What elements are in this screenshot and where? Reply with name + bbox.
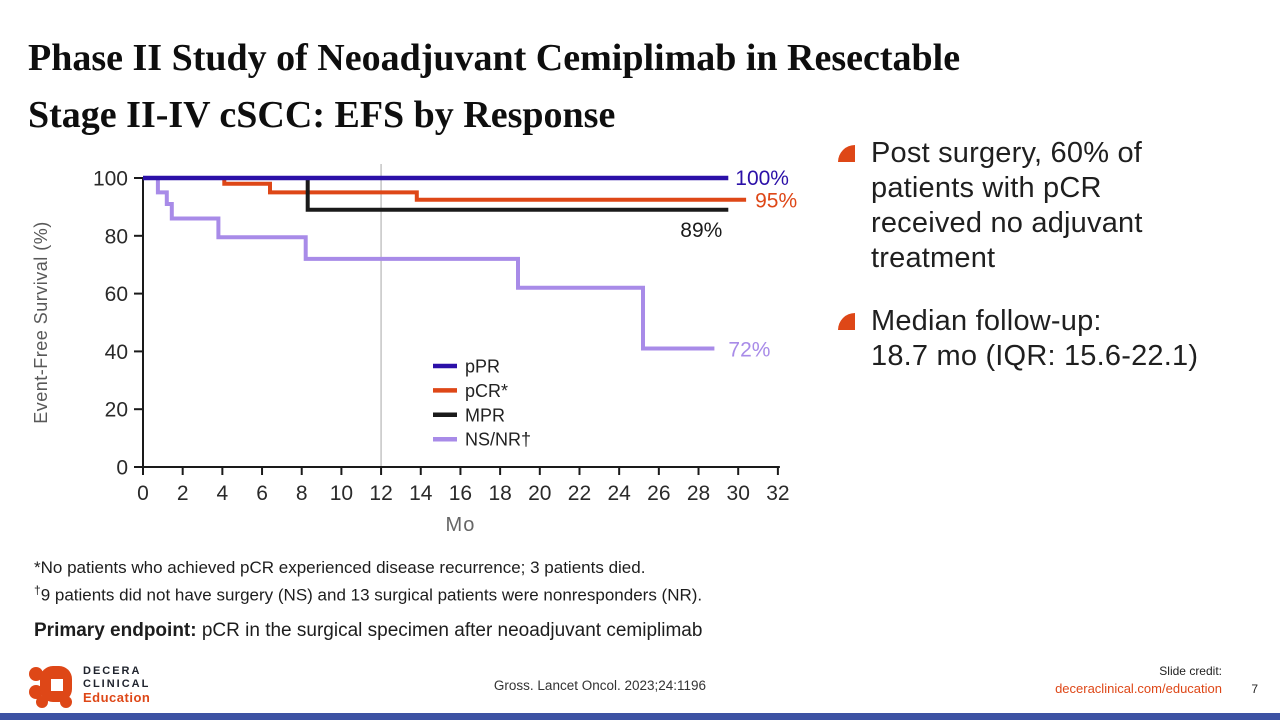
primary-endpoint-label: Primary endpoint: [34,620,197,641]
x-tick-label: 12 [369,482,392,505]
series-line-pcr [143,176,747,202]
x-tick-label: 16 [449,482,472,505]
decera-logo-icon [29,666,72,708]
x-tick-label: 6 [256,482,268,505]
end-label-89%: 89% [680,219,722,242]
y-tick-label: 100 [93,168,128,191]
x-tick-label: 4 [217,482,229,505]
slide-credit-label: Slide credit: [1159,664,1222,678]
logo-line3: Education [83,689,151,705]
x-tick-label: 20 [528,482,551,505]
logo-line2: CLINICAL [83,677,151,690]
efs-chart-container: 0 20 40 60 80 100 0 2 4 6 8 10 12 14 16 18 20 22 24 26 28 30 3… [20,148,810,548]
key-points: Post surgery, 60% of patients with pCR r… [838,136,1268,402]
bullet-wedge-icon [838,313,855,330]
x-tick-label: 30 [727,482,750,505]
y-tick-label: 60 [105,283,128,306]
x-tick-label: 24 [607,482,631,505]
end-label-100%: 100% [735,167,789,190]
bullet-post-surgery: Post surgery, 60% of patients with pCR r… [838,136,1268,276]
y-tick-label: 20 [105,399,128,422]
logo-line1: DECERA [83,664,142,677]
x-tick-label: 0 [137,482,149,505]
primary-endpoint-text: pCR in the surgical specimen after neoad… [196,620,703,641]
end-label-95%: 95% [755,190,797,213]
x-tick-label: 32 [766,482,789,505]
x-tick-label: 10 [330,482,353,505]
y-tick-label: 80 [105,225,128,248]
legend-label: NS/NR† [465,430,531,450]
x-axis-title: Mo [446,514,476,536]
y-tick-label: 0 [116,457,128,480]
slide-credit: Slide credit: deceraclinical.com/educati… [1055,663,1222,697]
citation: Gross. Lancet Oncol. 2023;24:1196 [493,678,707,693]
y-tick-label: 40 [105,341,128,364]
footnote-pcr: *No patients who achieved pCR experience… [34,558,646,577]
legend-label: pPR [465,357,500,377]
x-tick-label: 18 [488,482,511,505]
x-tick-label: 28 [687,482,710,505]
end-label-72%: 72% [728,339,770,362]
slide-title: Phase II Study of Neoadjuvant Cemiplimab… [28,30,1128,144]
x-tick-label: 8 [296,482,308,505]
slide-title-line1: Phase II Study of Neoadjuvant Cemiplimab… [28,37,961,79]
x-tick-label: 14 [409,482,433,505]
decera-logo-text: DECERA CLINICAL Education [83,665,150,704]
series-line-nsnr [143,176,715,351]
x-tick-label: 22 [568,482,591,505]
dagger-marker: † [34,583,41,597]
footnotes: *No patients who achieved pCR experience… [34,556,702,607]
slide-credit-link[interactable]: deceraclinical.com/education [1055,681,1222,696]
x-tick-label: 26 [647,482,670,505]
legend-label: pCR* [465,381,508,401]
bullet-wedge-icon [838,145,855,162]
bullet-median-followup-text: Median follow-up: 18.7 mo (IQR: 15.6-22.… [871,305,1199,372]
primary-endpoint: Primary endpoint: pCR in the surgical sp… [34,620,702,642]
y-axis-title: Event-Free Survival (%) [31,221,51,424]
slide-title-line2: Stage II-IV cSCC: EFS by Response [28,94,616,136]
bottom-accent-bar [0,713,1280,720]
bullet-median-followup: Median follow-up: 18.7 mo (IQR: 15.6-22.… [838,304,1268,374]
legend-label: MPR [465,405,505,425]
footnote-nsnr: †9 patients did not have surgery (NS) an… [34,583,703,605]
page-number: 7 [1251,682,1258,696]
bullet-post-surgery-text: Post surgery, 60% of patients with pCR r… [871,137,1143,274]
decera-logo: DECERA CLINICAL Education [28,660,150,708]
x-tick-label: 2 [177,482,189,505]
